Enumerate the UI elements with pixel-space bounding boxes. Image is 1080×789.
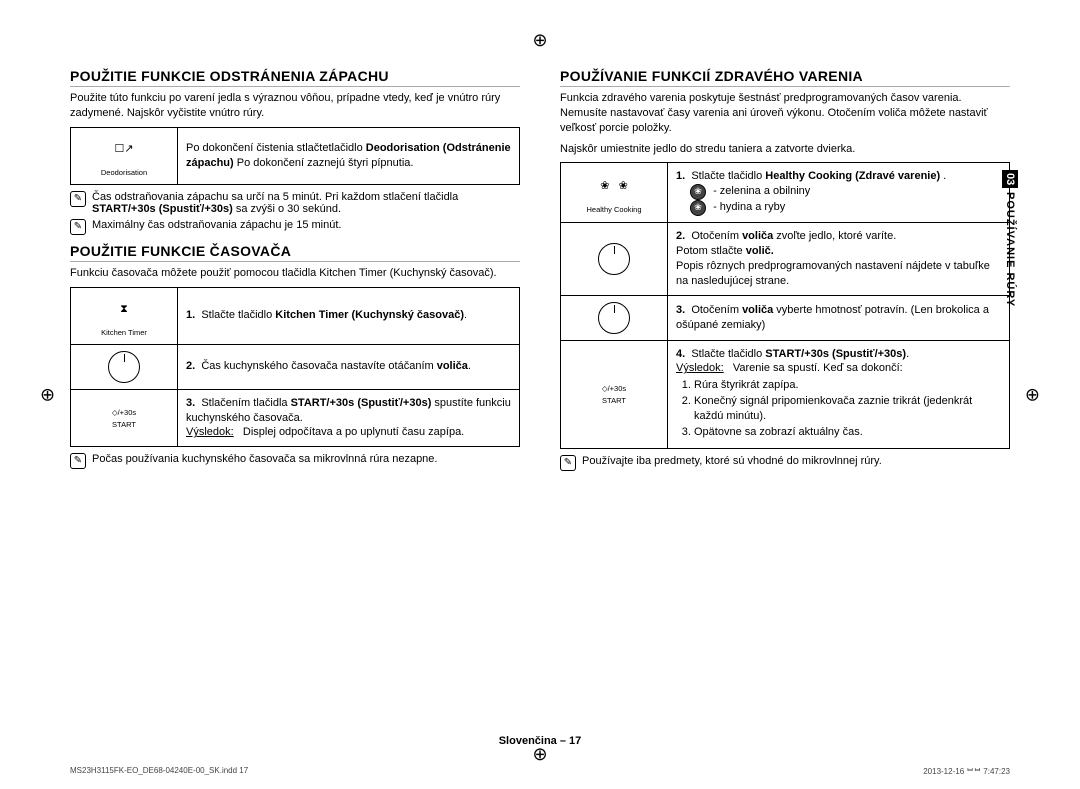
page: ⊕ ⊕ ⊕ ⊕ 03 POUŽÍVANIE RÚRY POUŽITIE FUNK…	[0, 0, 1080, 789]
table-row: 2. Čas kuchynského časovača nastavíte ot…	[71, 344, 520, 389]
para-timer-intro: Funkciu časovača môžete použiť pomocou t…	[70, 266, 520, 281]
option-2-icon: ❀	[690, 200, 706, 216]
deodor-icon: ☐↗	[79, 134, 169, 166]
timer-table: ⧗ Kitchen Timer 1. Stlačte tlačidlo Kitc…	[70, 287, 520, 448]
dial-icon	[598, 302, 630, 334]
note-icon: ✎	[560, 455, 576, 471]
table-row: ❀ ❀ Healthy Cooking 1. Stlačte tlačidlo …	[561, 163, 1010, 223]
start-icon-cell: ◇/+30s START	[71, 389, 178, 447]
start-icon-cell: ◇/+30s START	[561, 340, 668, 448]
healthy-step-1: 1. Stlačte tlačidlo Healthy Cooking (Zdr…	[668, 163, 1010, 223]
healthy-step-3: 3. Otočením voliča vyberte hmotnosť potr…	[668, 295, 1010, 340]
timer-step-1: 1. Stlačte tlačidlo Kitchen Timer (Kuchy…	[178, 287, 520, 344]
heading-healthy: POUŽÍVANIE FUNKCIÍ ZDRAVÉHO VARENIA	[560, 68, 1010, 87]
table-row: 2. Otočením voliča zvoľte jedlo, ktoré v…	[561, 223, 1010, 295]
dial-icon	[598, 243, 630, 275]
note-icon: ✎	[70, 453, 86, 469]
start-icon-bot: START	[569, 396, 659, 406]
start-icon-bot: START	[79, 420, 169, 430]
note-healthy: ✎ Používajte iba predmety, ktoré sú vhod…	[560, 455, 1010, 471]
table-row: ◇/+30s START 3. Stlačením tlačidla START…	[71, 389, 520, 447]
note-timer: ✎ Počas používania kuchynského časovača …	[70, 453, 520, 469]
para-healthy-place: Najskôr umiestnite jedlo do stredu tanie…	[560, 142, 1010, 157]
note-text: Čas odstraňovania zápachu sa určí na 5 m…	[92, 191, 520, 215]
result-text: Displej odpočítava a po uplynutí času za…	[243, 426, 464, 438]
note-deodor-max: ✎ Maximálny čas odstraňovania zápachu je…	[70, 219, 520, 235]
meta-filename: MS23H3115FK-EO_DE68-04240E-00_SK.indd 17	[70, 766, 248, 777]
option-2-label: - hydina a ryby	[713, 201, 785, 213]
note-text: Maximálny čas odstraňovania zápachu je 1…	[92, 219, 341, 231]
section-tab-number: 03	[1002, 170, 1018, 188]
timer-icon-label: Kitchen Timer	[79, 328, 169, 338]
note-text: Počas používania kuchynského časovača sa…	[92, 453, 437, 465]
para-deodor-intro: Použite túto funkciu po varení jedla s v…	[70, 91, 520, 121]
table-row: ◇/+30s START 4. Stlačte tlačidlo START/+…	[561, 340, 1010, 448]
deodor-instruction: Po dokončení čistenia stlačtetlačidlo De…	[178, 127, 520, 184]
list-item: Rúra štyrikrát zapípa.	[694, 378, 1001, 393]
healthy-icon-cell: ❀ ❀ Healthy Cooking	[561, 163, 668, 223]
start-icon-top: ◇/+30s	[569, 384, 659, 394]
dial-icon-cell	[71, 344, 178, 389]
note-icon: ✎	[70, 191, 86, 207]
dial-icon-cell	[561, 223, 668, 295]
right-column: POUŽÍVANIE FUNKCIÍ ZDRAVÉHO VARENIA Funk…	[560, 60, 1010, 475]
result-list: Rúra štyrikrát zapípa. Konečný signál pr…	[694, 378, 1001, 439]
note-deodor-time: ✎ Čas odstraňovania zápachu sa určí na 5…	[70, 191, 520, 215]
crop-mark-icon: ⊕	[532, 744, 547, 765]
option-1-label: - zelenina a obilniny	[713, 185, 810, 197]
option-1-icon: ❀	[690, 184, 706, 200]
dial-icon-cell	[561, 295, 668, 340]
heading-deodor: POUŽITIE FUNKCIE ODSTRÁNENIA ZÁPACHU	[70, 68, 520, 87]
healthy-table: ❀ ❀ Healthy Cooking 1. Stlačte tlačidlo …	[560, 162, 1010, 448]
healthy-cooking-icon: ❀ ❀	[569, 171, 659, 203]
table-row: ⧗ Kitchen Timer 1. Stlačte tlačidlo Kitc…	[71, 287, 520, 344]
result-label: Výsledok:	[676, 362, 724, 374]
result-intro: Varenie sa spustí. Keď sa dokončí:	[733, 362, 903, 374]
deodor-table: ☐↗ Deodorisation Po dokončení čistenia s…	[70, 127, 520, 185]
start-icon-top: ◇/+30s	[79, 408, 169, 418]
timer-step-2: 2. Čas kuchynského časovača nastavíte ot…	[178, 344, 520, 389]
crop-mark-icon: ⊕	[1025, 384, 1040, 405]
meta-timestamp: 2013-12-16 ᄇᄇ 7:47:23	[923, 766, 1010, 777]
list-item: Opätovne sa zobrazí aktuálny čas.	[694, 425, 1001, 440]
section-tab: 03 POUŽÍVANIE RÚRY	[1002, 170, 1024, 311]
healthy-icon-label: Healthy Cooking	[569, 205, 659, 215]
dial-icon	[108, 351, 140, 383]
para-healthy-intro: Funkcia zdravého varenia poskytuje šestn…	[560, 91, 1010, 136]
deodor-icon-cell: ☐↗ Deodorisation	[71, 127, 178, 184]
section-tab-label: POUŽÍVANIE RÚRY	[1002, 188, 1018, 311]
print-meta: MS23H3115FK-EO_DE68-04240E-00_SK.indd 17…	[70, 766, 1010, 777]
crop-mark-icon: ⊕	[532, 30, 547, 51]
left-column: POUŽITIE FUNKCIE ODSTRÁNENIA ZÁPACHU Pou…	[70, 60, 520, 475]
note-text: Používajte iba predmety, ktoré sú vhodné…	[582, 455, 882, 467]
healthy-step-4: 4. Stlačte tlačidlo START/+30s (Spustiť/…	[668, 340, 1010, 448]
page-footer: Slovenčina – 17	[0, 735, 1080, 747]
list-item: Konečný signál pripomienkovača zaznie tr…	[694, 394, 1001, 424]
note-icon: ✎	[70, 219, 86, 235]
healthy-step-2: 2. Otočením voliča zvoľte jedlo, ktoré v…	[668, 223, 1010, 295]
table-row: 3. Otočením voliča vyberte hmotnosť potr…	[561, 295, 1010, 340]
heading-timer: POUŽITIE FUNKCIE ČASOVAČA	[70, 243, 520, 262]
result-label: Výsledok:	[186, 426, 234, 438]
deodor-icon-label: Deodorisation	[79, 168, 169, 178]
hourglass-icon: ⧗	[79, 294, 169, 326]
crop-mark-icon: ⊕	[40, 384, 55, 405]
timer-step-3: 3. Stlačením tlačidla START/+30s (Spusti…	[178, 389, 520, 447]
timer-icon-cell: ⧗ Kitchen Timer	[71, 287, 178, 344]
